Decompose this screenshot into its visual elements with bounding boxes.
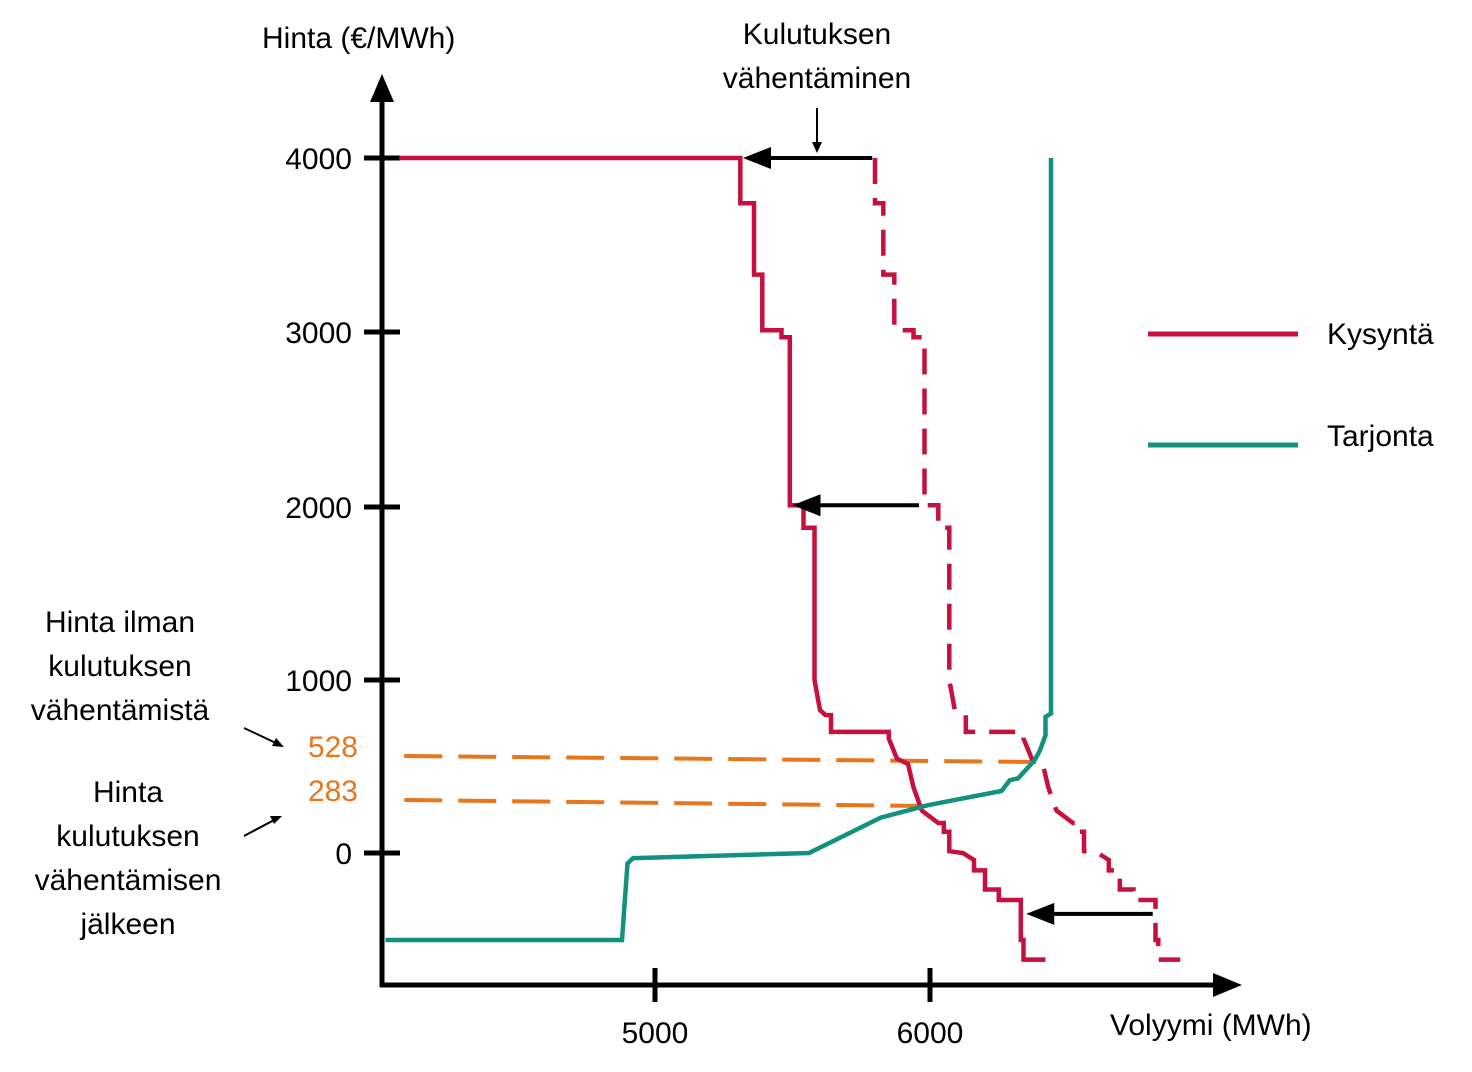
y-axis-arrowhead	[370, 74, 394, 102]
legend: Kysyntä Tarjonta	[1148, 318, 1434, 453]
price-label-528: 528	[308, 731, 358, 764]
y-ticks: 0 1000 2000 3000 4000	[285, 143, 400, 871]
y-axis-label: Hinta (€/MWh)	[262, 22, 455, 55]
axes	[370, 74, 1242, 997]
x-tick-label: 6000	[897, 1017, 964, 1050]
series-layer	[385, 155, 1181, 962]
supply-series-line	[385, 158, 1054, 943]
shift-arrow-head	[792, 494, 821, 517]
price-before-pointer-head	[272, 738, 284, 747]
price-after-annotation: Hinta kulutuksen vähentämisen jälkeen	[35, 776, 282, 941]
price-before-pointer	[243, 727, 279, 745]
demand-before-series-line	[872, 158, 1181, 962]
price-after-pointer	[243, 818, 277, 837]
demand-series-line	[399, 155, 1046, 962]
y-tick-label: 0	[335, 838, 352, 871]
y-tick-label: 3000	[285, 317, 352, 350]
reduction-label-line-1: Kulutuksen	[743, 18, 891, 51]
legend-supply-label: Tarjonta	[1327, 420, 1434, 453]
price-before-line-3: vähentämistä	[31, 694, 210, 727]
reduction-pointer-head	[812, 142, 822, 153]
price-after-line-1: Hinta	[93, 776, 163, 809]
price-line-528	[404, 754, 1041, 764]
price-before-annotation: Hinta ilman kulutuksen vähentämistä	[31, 606, 284, 747]
price-label-283: 283	[308, 775, 358, 808]
reduction-annotation: Kulutuksen vähentäminen	[723, 18, 911, 153]
legend-demand-label: Kysyntä	[1327, 318, 1434, 351]
price-before-line-2: kulutuksen	[48, 650, 191, 683]
y-tick-label: 4000	[285, 143, 352, 176]
price-after-line-2: kulutuksen	[56, 820, 199, 853]
y-tick-label: 2000	[285, 492, 352, 525]
x-axis-arrowhead	[1213, 973, 1242, 997]
price-after-line-4: jälkeen	[79, 908, 175, 941]
shift-arrow-head	[1026, 902, 1055, 925]
y-tick-label: 1000	[285, 665, 352, 698]
price-after-pointer-head	[270, 816, 282, 824]
shift-arrow-head	[743, 147, 771, 169]
price-before-line-1: Hinta ilman	[45, 606, 195, 639]
x-tick-label: 5000	[622, 1017, 689, 1050]
shift-arrows	[743, 147, 1153, 925]
price-line-283	[404, 798, 928, 808]
reduction-label-line-2: vähentäminen	[723, 62, 911, 95]
x-axis-label: Volyymi (MWh)	[1110, 1009, 1312, 1042]
price-after-line-3: vähentämisen	[35, 864, 222, 897]
x-ticks: 5000 6000	[622, 968, 964, 1050]
